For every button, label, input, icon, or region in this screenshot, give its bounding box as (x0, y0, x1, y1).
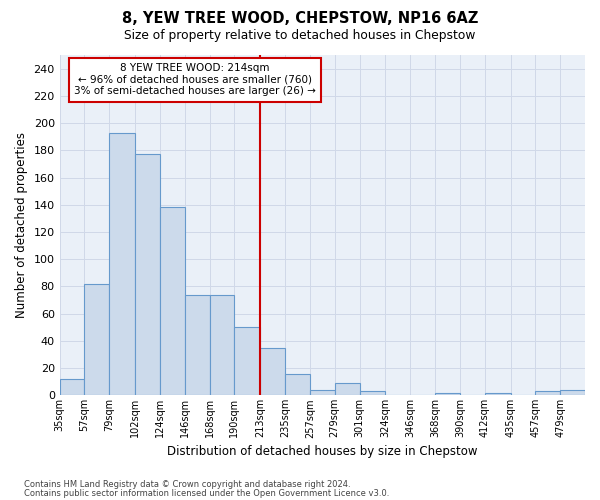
Bar (535, 391, 560, 396)
Bar (260, 348, 285, 396)
X-axis label: Distribution of detached houses by size in Chepstow: Distribution of detached houses by size … (167, 444, 478, 458)
Bar (485, 392, 511, 396)
Bar (85, 284, 109, 396)
Text: 8 YEW TREE WOOD: 214sqm
← 96% of detached houses are smaller (760)
3% of semi-de: 8 YEW TREE WOOD: 214sqm ← 96% of detache… (74, 63, 316, 96)
Bar (310, 390, 335, 396)
Bar (109, 132, 135, 396)
Text: 8, YEW TREE WOOD, CHEPSTOW, NP16 6AZ: 8, YEW TREE WOOD, CHEPSTOW, NP16 6AZ (122, 11, 478, 26)
Bar (235, 327, 260, 396)
Text: Contains public sector information licensed under the Open Government Licence v3: Contains public sector information licen… (24, 489, 389, 498)
Bar (560, 390, 585, 396)
Y-axis label: Number of detached properties: Number of detached properties (15, 132, 28, 318)
Bar (285, 374, 310, 396)
Bar (435, 392, 460, 396)
Bar (185, 294, 209, 396)
Bar (135, 154, 160, 396)
Bar (359, 391, 385, 396)
Bar (160, 208, 185, 396)
Bar (209, 294, 235, 396)
Bar (335, 383, 359, 396)
Bar (59, 379, 85, 396)
Text: Contains HM Land Registry data © Crown copyright and database right 2024.: Contains HM Land Registry data © Crown c… (24, 480, 350, 489)
Text: Size of property relative to detached houses in Chepstow: Size of property relative to detached ho… (124, 29, 476, 42)
